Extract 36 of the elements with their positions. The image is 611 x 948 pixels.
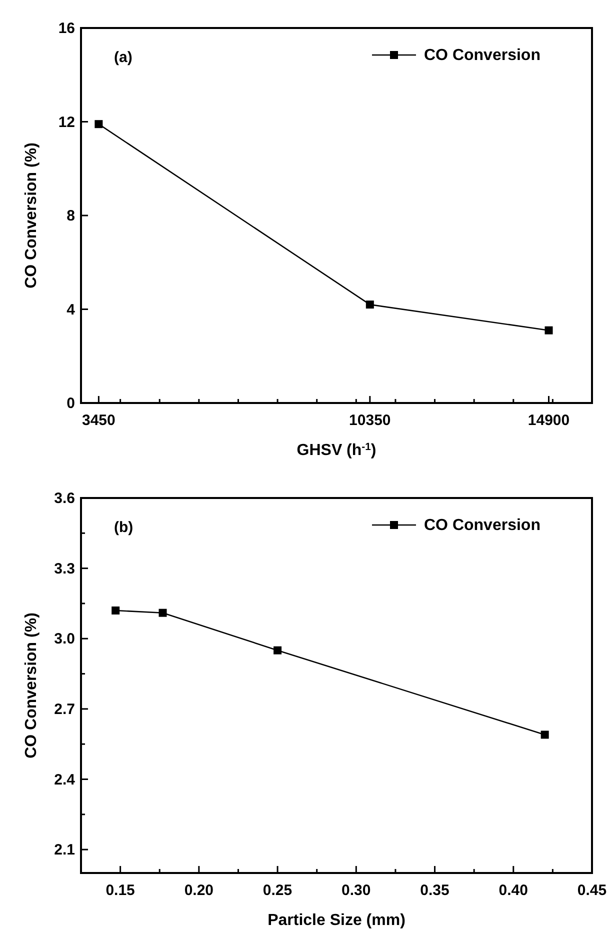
point (366, 300, 374, 309)
legend-label: CO Conversion (424, 47, 540, 64)
point (540, 730, 549, 739)
y-tick-label: 2.4 (54, 771, 76, 788)
point (274, 646, 282, 654)
point (158, 608, 167, 617)
x-tick-label: 14900 (528, 412, 570, 429)
y-tick-label: 2.7 (54, 700, 75, 718)
y-tick-label: 3.6 (54, 490, 75, 507)
x-axis-title: Particle Size (mm) (268, 912, 406, 929)
y-tick-label: 3.3 (54, 560, 75, 578)
x-tick-label: 0.30 (342, 882, 371, 899)
y-tick-label: 16 (58, 20, 75, 37)
y-tick-label: 2.1 (54, 842, 75, 859)
y-tick-label: 12 (58, 114, 75, 131)
x-axis-title: GHSV (h$^{-1}$) (296, 442, 376, 459)
y-tick-label: 3.0 (54, 630, 75, 648)
x-tick-label: 0.45 (577, 882, 607, 899)
annotation: (b) (114, 519, 134, 536)
x-tick-label: 3450 (82, 412, 116, 429)
point (94, 120, 103, 128)
x-tick-label: 0.15 (106, 882, 135, 899)
x-tick-label: 0.25 (262, 882, 292, 899)
x-tick-label: 0.20 (184, 882, 214, 899)
x-tick-label: 10350 (349, 412, 391, 429)
point (544, 326, 553, 334)
y-tick-label: 0 (66, 395, 75, 412)
x-tick-label: 0.40 (498, 882, 528, 899)
annotation: (a) (114, 49, 132, 66)
point (112, 606, 120, 614)
x-tick-label: 0.35 (420, 882, 450, 899)
legend-label: CO Conversion (424, 517, 540, 534)
y-tick-label: 4 (66, 301, 76, 318)
y-axis-title: CO Conversion (%) (23, 142, 40, 288)
y-axis-title: CO Conversion (%) (23, 612, 40, 758)
y-tick-label: 8 (66, 208, 75, 224)
